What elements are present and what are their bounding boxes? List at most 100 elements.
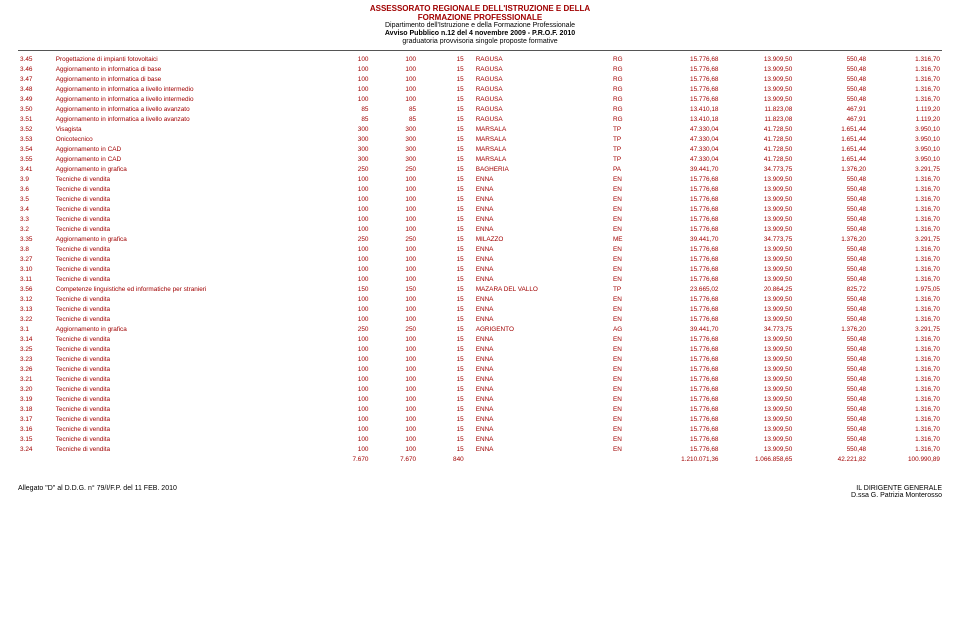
header-line-3: Dipartimento dell'Istruzione e della For… <box>18 22 942 30</box>
table-row: 3.10Tecniche di vendita10010015ENNAEN15.… <box>18 265 942 275</box>
table-row: 3.26Tecniche di vendita10010015ENNAEN15.… <box>18 365 942 375</box>
table-cell: ENNA <box>466 385 611 395</box>
table-cell: 3.23 <box>18 355 54 365</box>
table-cell: 41.728,50 <box>720 135 794 145</box>
table-cell: ENNA <box>466 425 611 435</box>
table-cell: ENNA <box>466 265 611 275</box>
table-cell: ENNA <box>466 215 611 225</box>
table-cell: 100 <box>370 245 418 255</box>
table-cell: 47.330,04 <box>647 155 721 165</box>
table-cell: 300 <box>323 135 371 145</box>
table-cell: 100 <box>370 435 418 445</box>
table-cell: 1.316,70 <box>868 305 942 315</box>
table-cell: 3.53 <box>18 135 54 145</box>
table-cell: 100 <box>323 375 371 385</box>
totals-cell: 7.670 <box>323 455 371 465</box>
table-cell: Tecniche di vendita <box>54 345 323 355</box>
table-cell: 1.316,70 <box>868 365 942 375</box>
table-cell: 15 <box>418 325 466 335</box>
table-row: 3.6Tecniche di vendita10010015ENNAEN15.7… <box>18 185 942 195</box>
table-cell: 3.6 <box>18 185 54 195</box>
table-cell: 15 <box>418 445 466 455</box>
table-cell: Visagista <box>54 125 323 135</box>
table-cell: Tecniche di vendita <box>54 255 323 265</box>
table-cell: 15 <box>418 115 466 125</box>
table-cell: AG <box>611 325 647 335</box>
table-cell: TP <box>611 145 647 155</box>
table-cell: 100 <box>323 295 371 305</box>
table-row: 3.56Competenze linguistiche ed informati… <box>18 285 942 295</box>
table-cell: 1.651,44 <box>794 125 868 135</box>
table-cell: RG <box>611 65 647 75</box>
table-cell: 15 <box>418 415 466 425</box>
table-cell: Tecniche di vendita <box>54 365 323 375</box>
table-cell: EN <box>611 425 647 435</box>
table-cell: 3.41 <box>18 165 54 175</box>
table-cell: 3.21 <box>18 375 54 385</box>
table-cell: ENNA <box>466 255 611 265</box>
table-cell: 100 <box>370 315 418 325</box>
table-cell: 550,48 <box>794 345 868 355</box>
footer-left: Allegato "D" al D.D.G. n° 79/I/F.P. del … <box>18 485 177 499</box>
table-cell: 85 <box>370 105 418 115</box>
table-cell: 100 <box>370 335 418 345</box>
table-cell: 3.950,10 <box>868 145 942 155</box>
table-cell: ENNA <box>466 305 611 315</box>
table-cell: RG <box>611 95 647 105</box>
table-cell: 550,48 <box>794 415 868 425</box>
table-cell: EN <box>611 255 647 265</box>
table-cell: EN <box>611 305 647 315</box>
table-cell: 100 <box>370 205 418 215</box>
table-cell: 550,48 <box>794 305 868 315</box>
table-cell: 1.316,70 <box>868 65 942 75</box>
table-cell: 13.909,50 <box>720 425 794 435</box>
table-cell: 100 <box>323 195 371 205</box>
table-cell: 100 <box>323 425 371 435</box>
table-cell: 15.776,68 <box>647 295 721 305</box>
table-cell: TP <box>611 135 647 145</box>
table-cell: 15.776,68 <box>647 205 721 215</box>
table-cell: 20.864,25 <box>720 285 794 295</box>
table-cell: EN <box>611 225 647 235</box>
table-cell: 1.316,70 <box>868 85 942 95</box>
table-cell: 1.651,44 <box>794 145 868 155</box>
document-footer: Allegato "D" al D.D.G. n° 79/I/F.P. del … <box>18 485 942 499</box>
table-cell: 15.776,68 <box>647 245 721 255</box>
table-cell: 1.316,70 <box>868 295 942 305</box>
table-cell: 100 <box>323 255 371 265</box>
totals-cell <box>611 455 647 465</box>
table-row: 3.51Aggiornamento in informatica a livel… <box>18 115 942 125</box>
table-cell: Aggiornamento in CAD <box>54 155 323 165</box>
table-cell: 1.316,70 <box>868 335 942 345</box>
table-cell: 100 <box>370 445 418 455</box>
table-cell: 550,48 <box>794 265 868 275</box>
table-row: 3.9Tecniche di vendita10010015ENNAEN15.7… <box>18 175 942 185</box>
table-row: 3.25Tecniche di vendita10010015ENNAEN15.… <box>18 345 942 355</box>
footer-right: IL DIRIGENTE GENERALE D.ssa G. Patrizia … <box>851 485 942 499</box>
table-cell: ENNA <box>466 245 611 255</box>
table-cell: Tecniche di vendita <box>54 415 323 425</box>
totals-cell: 42.221,82 <box>794 455 868 465</box>
table-cell: EN <box>611 415 647 425</box>
table-cell: Tecniche di vendita <box>54 245 323 255</box>
table-cell: 15 <box>418 125 466 135</box>
table-cell: ENNA <box>466 225 611 235</box>
table-cell: 3.8 <box>18 245 54 255</box>
table-cell: 3.950,10 <box>868 155 942 165</box>
table-cell: 100 <box>323 305 371 315</box>
table-cell: 300 <box>370 155 418 165</box>
table-cell: 15.776,68 <box>647 85 721 95</box>
table-cell: 100 <box>323 55 371 65</box>
table-cell: ENNA <box>466 185 611 195</box>
table-cell: 1.651,44 <box>794 135 868 145</box>
table-row: 3.8Tecniche di vendita10010015ENNAEN15.7… <box>18 245 942 255</box>
table-cell: 1.316,70 <box>868 385 942 395</box>
table-row: 3.35Aggiornamento in grafica25025015MILA… <box>18 235 942 245</box>
table-cell: Tecniche di vendita <box>54 315 323 325</box>
table-cell: 13.909,50 <box>720 205 794 215</box>
table-cell: 34.773,75 <box>720 165 794 175</box>
table-row: 3.23Tecniche di vendita10010015ENNAEN15.… <box>18 355 942 365</box>
table-cell: RG <box>611 105 647 115</box>
table-cell: 13.909,50 <box>720 315 794 325</box>
table-cell: 3.46 <box>18 65 54 75</box>
